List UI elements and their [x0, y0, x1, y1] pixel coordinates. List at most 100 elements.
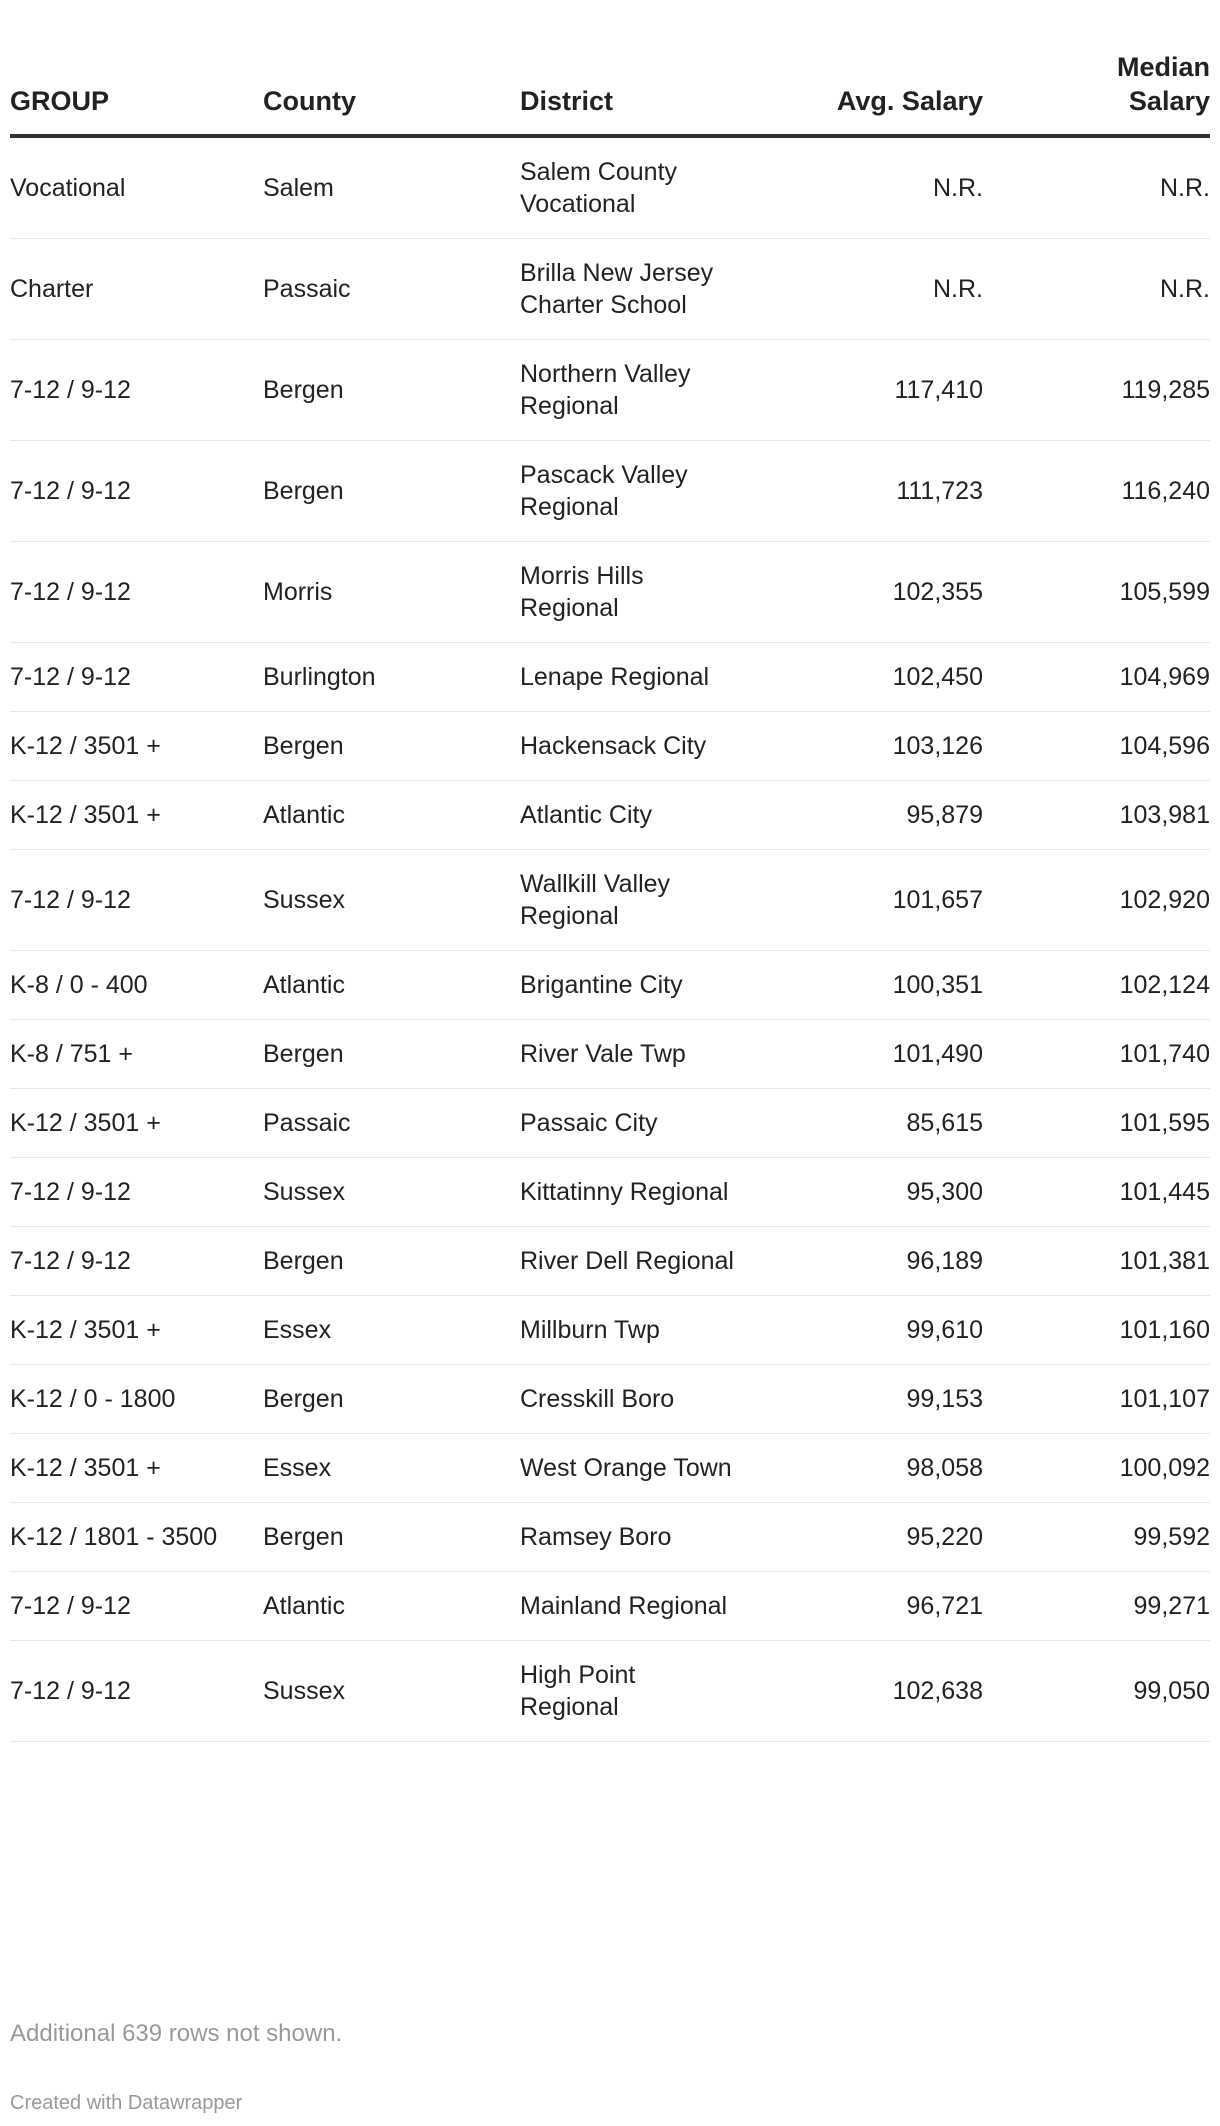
cell-median-salary: 104,969	[983, 642, 1210, 712]
cell-county: Bergen	[263, 440, 520, 542]
cell-district: Passaic City	[520, 1088, 752, 1158]
cell-avg-salary: 101,657	[752, 849, 983, 951]
cell-district: Ramsey Boro	[520, 1502, 752, 1572]
cell-group: 7-12 / 9-12	[10, 1157, 263, 1227]
cell-group: K-12 / 0 - 1800	[10, 1364, 263, 1434]
cell-avg-salary: 101,490	[752, 1019, 983, 1089]
cell-avg-salary: 98,058	[752, 1433, 983, 1503]
cell-median-salary: 105,599	[983, 541, 1210, 643]
credit-link[interactable]: Created with Datawrapper	[10, 2092, 243, 2114]
table-row: K-12 / 3501 + Bergen Hackensack City 103,12…	[10, 711, 1210, 781]
cell-district: Hackensack City	[520, 711, 752, 781]
cell-group: 7-12 / 9-12	[10, 642, 263, 712]
cell-avg-salary: 95,879	[752, 780, 983, 850]
cell-median-salary: 101,381	[983, 1226, 1210, 1296]
cell-avg-salary: 99,153	[752, 1364, 983, 1434]
cell-group: K-8 / 0 - 400	[10, 950, 263, 1020]
table-row: K-12 / 1801 - 3500 Bergen Ramsey Boro 95,22…	[10, 1502, 1210, 1572]
cell-group: K-12 / 3501 +	[10, 1295, 263, 1365]
cell-median-salary: 101,740	[983, 1019, 1210, 1089]
cell-group: 7-12 / 9-12	[10, 1640, 263, 1742]
cell-county: Bergen	[263, 339, 520, 441]
cell-district: Salem County Vocational	[520, 136, 752, 239]
cell-avg-salary: 102,355	[752, 541, 983, 643]
cell-county: Essex	[263, 1295, 520, 1365]
cell-avg-salary: 102,638	[752, 1640, 983, 1742]
table-notes: Additional 639 rows not shown.	[10, 2020, 343, 2047]
cell-group: K-12 / 3501 +	[10, 711, 263, 781]
cell-median-salary: 104,596	[983, 711, 1210, 781]
header-avg-salary[interactable]: Avg. Salary	[752, 0, 983, 138]
table-row: K-12 / 3501 + Atlantic Atlantic City 95,879…	[10, 780, 1210, 850]
cell-county: Atlantic	[263, 950, 520, 1020]
cell-district: River Dell Regional	[520, 1226, 752, 1296]
cell-county: Bergen	[263, 1019, 520, 1089]
cell-district: Pascack Valley Regional	[520, 440, 752, 542]
cell-median-salary: N.R.	[983, 238, 1210, 340]
header-county[interactable]: County	[263, 0, 520, 138]
cell-median-salary: 99,271	[983, 1571, 1210, 1641]
cell-group: Charter	[10, 238, 263, 340]
table-row: 7-12 / 9-12 Sussex High Point Regional 102,…	[10, 1640, 1210, 1742]
cell-median-salary: 101,595	[983, 1088, 1210, 1158]
cell-avg-salary: 96,189	[752, 1226, 983, 1296]
cell-median-salary: 102,920	[983, 849, 1210, 951]
cell-county: Bergen	[263, 1502, 520, 1572]
header-district[interactable]: District	[520, 0, 752, 138]
header-median-salary[interactable]: Median Salary	[983, 0, 1210, 138]
cell-district: Atlantic City	[520, 780, 752, 850]
table-row: Vocational Salem Salem County Vocational N.…	[10, 136, 1210, 239]
cell-district: Cresskill Boro	[520, 1364, 752, 1434]
cell-median-salary: 101,160	[983, 1295, 1210, 1365]
cell-avg-salary: 85,615	[752, 1088, 983, 1158]
cell-district: Kittatinny Regional	[520, 1157, 752, 1227]
cell-avg-salary: 103,126	[752, 711, 983, 781]
table-row: K-12 / 3501 + Essex West Orange Town 98,058…	[10, 1433, 1210, 1503]
table-row: K-12 / 0 - 1800 Bergen Cresskill Boro 99,15…	[10, 1364, 1210, 1434]
cell-avg-salary: 99,610	[752, 1295, 983, 1365]
cell-group: 7-12 / 9-12	[10, 1571, 263, 1641]
cell-median-salary: 116,240	[983, 440, 1210, 542]
cell-county: Bergen	[263, 1364, 520, 1434]
cell-median-salary: 100,092	[983, 1433, 1210, 1503]
cell-county: Sussex	[263, 1640, 520, 1742]
cell-median-salary: 99,050	[983, 1640, 1210, 1742]
cell-county: Morris	[263, 541, 520, 643]
table-row: 7-12 / 9-12 Bergen River Dell Regional 96,1…	[10, 1226, 1210, 1296]
cell-avg-salary: 100,351	[752, 950, 983, 1020]
header-row: GROUP County District Avg. Salary Median…	[10, 0, 1210, 138]
cell-group: Vocational	[10, 136, 263, 239]
cell-group: 7-12 / 9-12	[10, 339, 263, 441]
cell-district: River Vale Twp	[520, 1019, 752, 1089]
cell-group: 7-12 / 9-12	[10, 541, 263, 643]
cell-district: West Orange Town	[520, 1433, 752, 1503]
table-row: 7-12 / 9-12 Atlantic Mainland Regional 96,7…	[10, 1571, 1210, 1641]
cell-group: 7-12 / 9-12	[10, 1226, 263, 1296]
cell-group: 7-12 / 9-12	[10, 849, 263, 951]
cell-county: Bergen	[263, 711, 520, 781]
cell-district: Northern Valley Regional	[520, 339, 752, 441]
table-row: 7-12 / 9-12 Sussex Wallkill Valley Regiona…	[10, 849, 1210, 951]
cell-median-salary: 99,592	[983, 1502, 1210, 1572]
cell-district: Millburn Twp	[520, 1295, 752, 1365]
cell-county: Salem	[263, 136, 520, 239]
cell-avg-salary: 111,723	[752, 440, 983, 542]
cell-county: Atlantic	[263, 780, 520, 850]
cell-county: Sussex	[263, 1157, 520, 1227]
cell-avg-salary: N.R.	[752, 136, 983, 239]
cell-district: Morris Hills Regional	[520, 541, 752, 643]
cell-group: 7-12 / 9-12	[10, 440, 263, 542]
table-row: 7-12 / 9-12 Bergen Northern Valley Regiona…	[10, 339, 1210, 441]
cell-median-salary: 103,981	[983, 780, 1210, 850]
cell-county: Passaic	[263, 238, 520, 340]
cell-county: Burlington	[263, 642, 520, 712]
header-group[interactable]: GROUP	[10, 0, 263, 138]
table-row: K-12 / 3501 + Essex Millburn Twp 99,610 101,…	[10, 1295, 1210, 1365]
cell-median-salary: 119,285	[983, 339, 1210, 441]
cell-district: Brilla New Jersey Charter School	[520, 238, 752, 340]
table-row: K-8 / 751 + Bergen River Vale Twp 101,490 10…	[10, 1019, 1210, 1089]
cell-group: K-8 / 751 +	[10, 1019, 263, 1089]
cell-median-salary: 102,124	[983, 950, 1210, 1020]
cell-group: K-12 / 1801 - 3500	[10, 1502, 263, 1572]
cell-median-salary: N.R.	[983, 136, 1210, 239]
